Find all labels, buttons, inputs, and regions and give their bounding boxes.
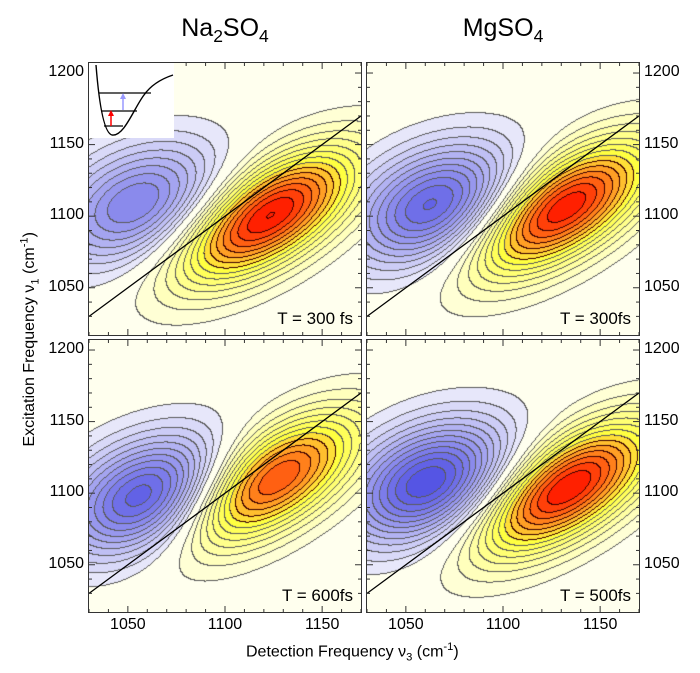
diagonal-line: [367, 115, 639, 317]
x-tick-label: 1100: [207, 616, 243, 633]
waiting-time-label: T = 600fs: [281, 586, 353, 605]
y-tick-label: 1150: [644, 134, 679, 152]
title-mgso4: MgSO4: [462, 14, 544, 46]
waiting-time-label: T = 300 fs: [277, 309, 353, 328]
y-tick-label: 1050: [48, 554, 84, 572]
y-tick-label: 1200: [48, 340, 84, 358]
y-tick-label: 1150: [644, 411, 679, 429]
y-tick-label: 1100: [644, 483, 679, 501]
y-tick-label: 1200: [644, 340, 680, 358]
y-axis-label: Excitation Frequency ν1 (cm-1): [18, 232, 42, 447]
overlay: [367, 63, 639, 335]
y-tick-label: 1150: [49, 134, 84, 152]
contour-map: [367, 340, 639, 612]
x-tick-label: 1050: [388, 616, 424, 633]
waiting-time-label: T = 300fs: [559, 309, 631, 328]
panel-na2so4-600fs: T = 600fs: [88, 339, 362, 613]
x-tick-label: 1150: [582, 616, 618, 633]
y-tick-label: 1200: [644, 63, 680, 81]
overlay: [89, 340, 361, 612]
y-tick-label: 1050: [48, 277, 84, 295]
y-tick-label: 1050: [644, 277, 680, 295]
waiting-time-label: T = 500fs: [559, 586, 631, 605]
potential-well-inset: [89, 63, 174, 138]
diagonal-line: [89, 115, 361, 317]
x-tick-label: 1100: [485, 616, 521, 633]
x-axis-label: Detection Frequency ν3 (cm-1): [246, 641, 459, 664]
title-na2so4: Na2SO4: [181, 14, 269, 46]
y-tick-label: 1050: [644, 554, 680, 572]
x-tick-label: 1150: [304, 616, 340, 633]
x-tick-label: 1050: [110, 616, 146, 633]
y-tick-label: 1100: [49, 206, 84, 224]
panel-na2so4-300fs: T = 300 fs: [88, 62, 362, 336]
contour-map: [367, 63, 639, 335]
panel-mgso4-500fs: T = 500fs: [366, 339, 640, 613]
diagonal-line: [367, 392, 639, 594]
diagonal-line: [89, 392, 361, 594]
y-tick-label: 1150: [49, 411, 84, 429]
y-tick-label: 1200: [48, 63, 84, 81]
contour-map: [89, 340, 361, 612]
y-tick-label: 1100: [644, 206, 679, 224]
overlay: [367, 340, 639, 612]
y-tick-label: 1100: [49, 483, 84, 501]
panel-mgso4-300fs: T = 300fs: [366, 62, 640, 336]
